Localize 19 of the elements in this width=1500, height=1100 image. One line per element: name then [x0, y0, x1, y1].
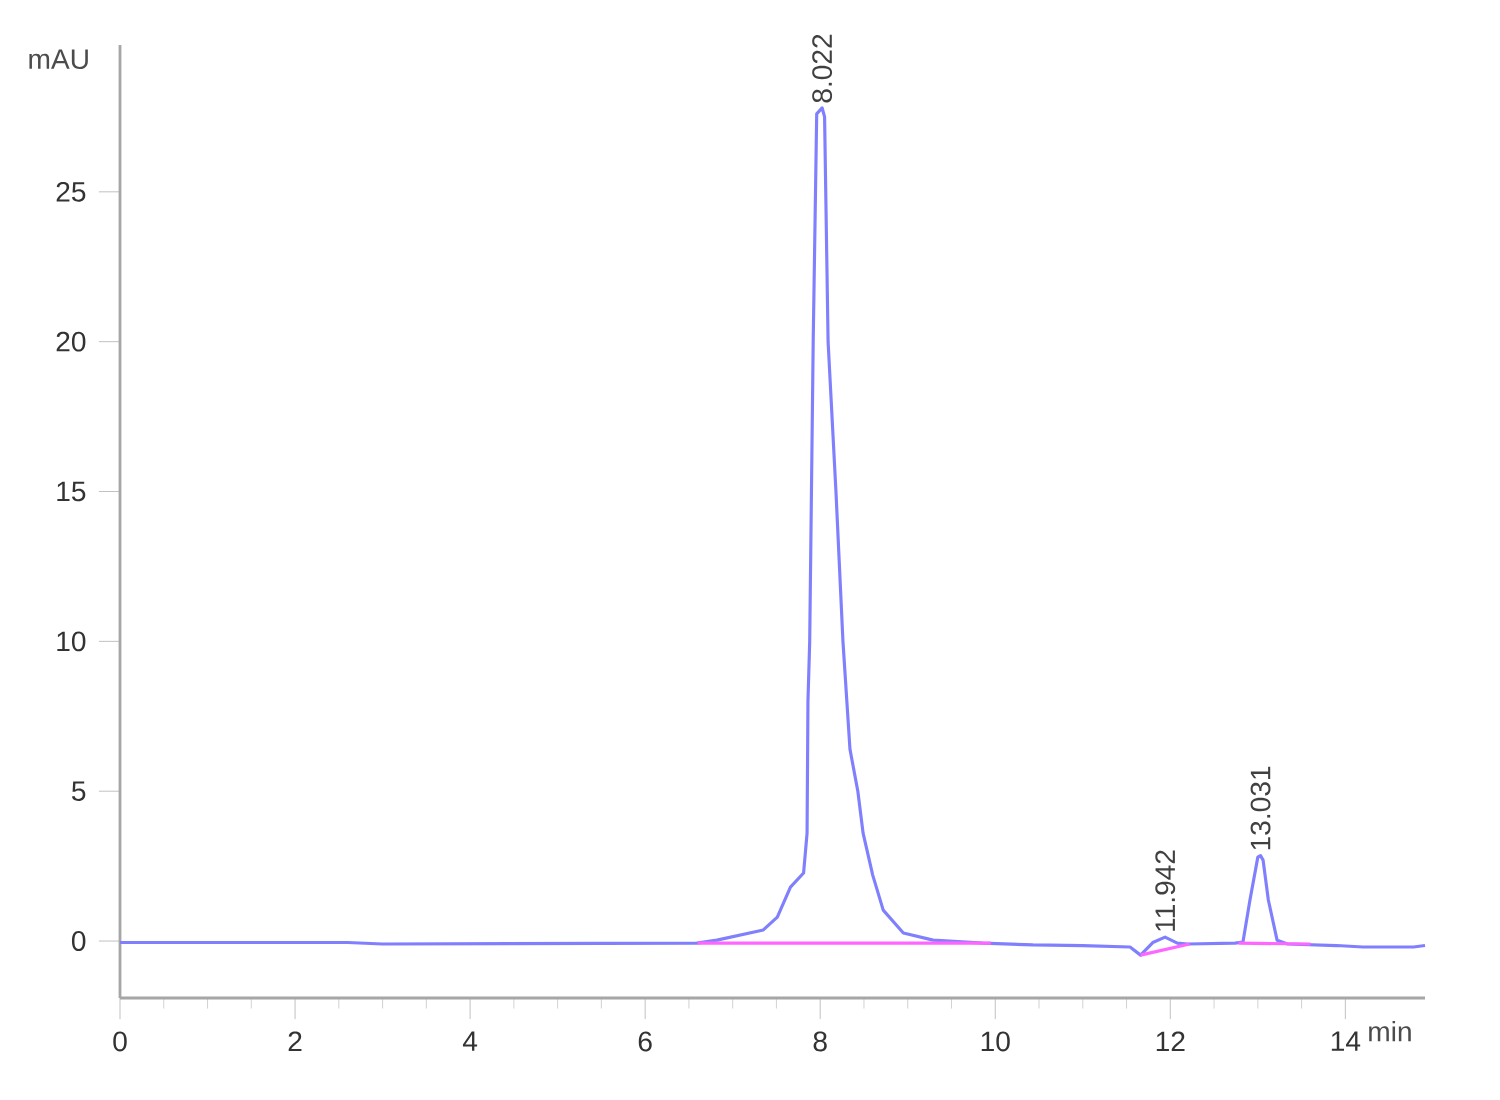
annotation: 8.022 — [812, 34, 833, 103]
y-tick-label: 25 — [56, 181, 86, 202]
x-tick-label: 8 — [813, 1031, 827, 1052]
x-axis-title: min — [1369, 1020, 1411, 1042]
y-tick-label: 15 — [57, 481, 86, 502]
y-tick-label: 20 — [56, 331, 86, 352]
x-tick-label: 4 — [462, 1031, 478, 1051]
x-tick-label: 12 — [1156, 1031, 1185, 1052]
x-tick-label: 2 — [288, 1031, 302, 1052]
x-tick-label: 10 — [981, 1031, 1010, 1052]
x-tick-label: 0 — [113, 1031, 127, 1052]
x-tick-label: 6 — [638, 1031, 652, 1052]
y-tick-label: 10 — [57, 631, 86, 652]
annotation: 11.942 — [1155, 850, 1176, 931]
annotation: 13.031 — [1250, 766, 1271, 850]
y-tick-label: 5 — [71, 781, 86, 802]
x-tick-label: 14 — [1331, 1031, 1361, 1051]
y-tick-label: 0 — [71, 931, 86, 951]
y-axis-title: mAU — [29, 49, 88, 70]
